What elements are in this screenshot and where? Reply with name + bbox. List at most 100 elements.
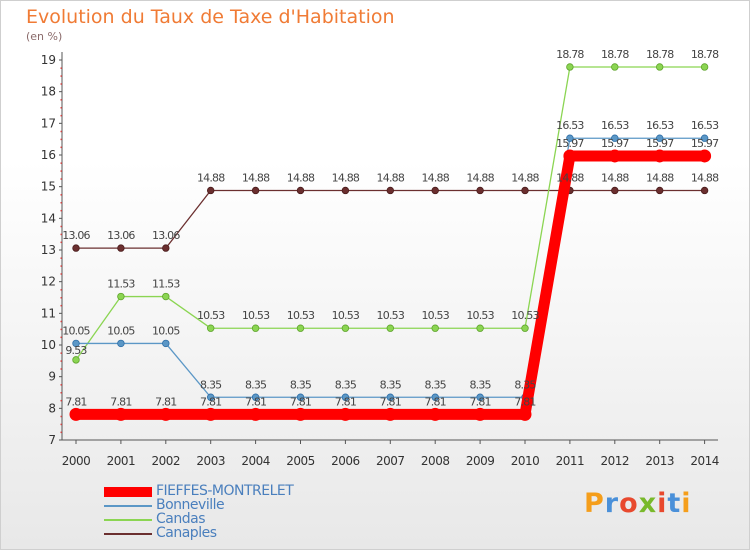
y-tick-label: 12: [41, 275, 56, 289]
data-label-fieffes-montrelet: 7.81: [380, 395, 401, 408]
data-label-fieffes-montrelet: 7.81: [425, 395, 446, 408]
data-label-candas: 18.78: [646, 48, 674, 61]
data-label-canaples: 14.88: [197, 171, 225, 184]
data-label-candas: 10.53: [377, 309, 405, 322]
data-label-fieffes-montrelet: 15.97: [646, 137, 674, 150]
y-tick-label: 7: [48, 433, 56, 447]
data-point-bonneville: [656, 134, 664, 142]
data-label-bonneville: 16.53: [556, 119, 584, 132]
data-label-bonneville: 16.53: [691, 119, 719, 132]
y-minor-tick: [60, 67, 62, 69]
chart-title: Evolution du Taux de Taxe d'Habitation: [26, 6, 395, 28]
data-label-candas: 18.78: [691, 48, 719, 61]
y-unit-label: (en %): [26, 30, 63, 43]
data-point-bonneville: [700, 134, 709, 142]
x-tick-label: 2009: [466, 454, 495, 468]
y-minor-tick: [60, 384, 62, 386]
data-label-fieffes-montrelet: 15.97: [691, 137, 719, 150]
y-tick-label: 11: [41, 306, 56, 320]
data-label-candas: 10.53: [197, 309, 225, 322]
y-minor-tick: [60, 146, 62, 149]
x-tick-label: 2000: [62, 454, 91, 468]
x-tick-label: 2008: [421, 454, 450, 468]
data-point-bonneville: [162, 339, 170, 348]
y-tick-label: 19: [41, 53, 56, 67]
data-label-bonneville: 16.53: [646, 119, 674, 132]
y-tick-label: 13: [41, 243, 56, 257]
data-label-candas: 10.53: [511, 309, 539, 322]
data-point-canaples: [700, 186, 709, 195]
data-point-bonneville: [431, 393, 439, 401]
y-minor-tick: [60, 225, 62, 228]
data-point-candas: [611, 63, 619, 71]
x-tick-label: 2003: [196, 454, 225, 468]
legend-label-canaples: Canaples: [156, 525, 217, 541]
x-tick-label: 2005: [286, 454, 315, 468]
data-label-fieffes-montrelet: 7.81: [514, 395, 535, 408]
data-label-canaples: 14.88: [466, 171, 494, 184]
y-minor-tick: [60, 233, 62, 236]
data-point-candas: [341, 324, 350, 332]
legend-swatch-bonneville: [104, 505, 152, 507]
data-point-candas: [72, 356, 80, 364]
y-minor-tick: [60, 297, 62, 299]
data-label-fieffes-montrelet: 7.81: [290, 395, 311, 408]
data-point-canaples: [386, 186, 394, 195]
data-point-fieffes-montrelet: [249, 407, 263, 421]
y-tick-label: 17: [41, 116, 56, 130]
data-point-candas: [386, 324, 394, 332]
data-point-canaples: [341, 186, 350, 195]
data-point-fieffes-montrelet: [294, 407, 307, 421]
data-point-fieffes-montrelet: [563, 149, 577, 163]
data-point-bonneville: [251, 393, 260, 401]
y-minor-tick: [60, 320, 62, 323]
y-tick-label: 15: [41, 180, 56, 194]
data-label-candas: 18.78: [601, 48, 629, 61]
data-label-bonneville: 8.35: [200, 378, 222, 391]
x-tick-label: 2004: [241, 454, 270, 468]
x-tick-label: 2013: [645, 454, 674, 468]
legend-label-candas: Candas: [156, 511, 206, 527]
y-minor-tick: [60, 265, 62, 267]
y-minor-tick: [60, 107, 62, 109]
data-label-fieffes-montrelet: 7.81: [200, 395, 221, 408]
y-minor-tick: [60, 75, 62, 77]
data-point-fieffes-montrelet: [69, 407, 83, 421]
data-point-canaples: [521, 186, 529, 195]
data-label-candas: 10.53: [242, 309, 270, 322]
data-point-canaples: [431, 186, 439, 195]
y-minor-tick: [60, 392, 62, 394]
data-point-candas: [162, 292, 170, 301]
data-point-fieffes-montrelet: [473, 407, 487, 421]
y-tick-label: 10: [41, 338, 56, 352]
y-minor-tick: [60, 99, 62, 101]
data-point-bonneville: [386, 393, 394, 401]
data-label-bonneville: 10.05: [62, 324, 90, 337]
data-point-candas: [251, 324, 260, 332]
data-point-fieffes-montrelet: [518, 407, 532, 421]
data-label-fieffes-montrelet: 7.81: [155, 395, 176, 408]
data-label-canaples: 14.88: [332, 171, 360, 184]
data-label-candas: 9.53: [65, 344, 87, 357]
y-minor-tick: [60, 241, 62, 244]
data-point-fieffes-montrelet: [653, 149, 667, 163]
data-point-bonneville: [566, 134, 574, 142]
y-tick-label: 18: [41, 85, 56, 99]
data-point-candas: [656, 63, 664, 71]
y-minor-tick: [60, 360, 62, 362]
y-minor-tick: [60, 368, 62, 370]
data-label-canaples: 14.88: [287, 171, 315, 184]
y-minor-tick: [60, 304, 62, 307]
data-point-fieffes-montrelet: [428, 407, 442, 421]
legend-swatch-canaples: [104, 533, 152, 535]
data-point-candas: [296, 324, 305, 332]
data-label-canaples: 14.88: [511, 171, 539, 184]
data-label-candas: 11.53: [152, 278, 180, 291]
y-minor-tick: [60, 352, 62, 354]
y-minor-tick: [60, 202, 62, 204]
data-point-fieffes-montrelet: [608, 149, 622, 163]
y-minor-tick: [60, 162, 62, 164]
data-label-fieffes-montrelet: 7.81: [65, 395, 86, 408]
